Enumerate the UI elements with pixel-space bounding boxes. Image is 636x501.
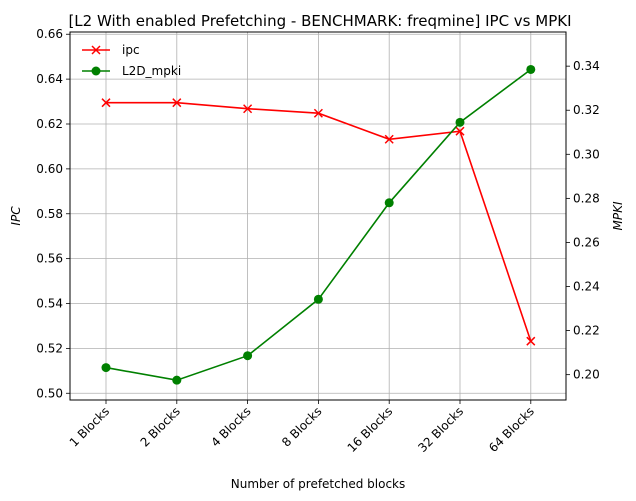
y-right-tick-label: 0.22 bbox=[573, 324, 600, 338]
legend-ipc-marker bbox=[91, 45, 101, 55]
legend-mpki-label: L2D_mpki bbox=[122, 64, 181, 78]
y-left-tick-label: 0.54 bbox=[36, 297, 63, 311]
y-left-tick-label: 0.60 bbox=[36, 162, 63, 176]
data-point-l2d-mpki bbox=[526, 64, 536, 74]
y-left-tick-label: 0.50 bbox=[36, 386, 63, 400]
data-point-ipc bbox=[313, 108, 323, 118]
y-axis-right-label: MPKI bbox=[611, 201, 625, 230]
data-point-ipc bbox=[172, 98, 182, 108]
y-left-tick-label: 0.58 bbox=[36, 207, 63, 221]
legend-mpki-marker bbox=[91, 66, 101, 76]
y-left-tick-label: 0.66 bbox=[36, 27, 63, 41]
y-left-tick-label: 0.52 bbox=[36, 341, 63, 355]
data-point-ipc bbox=[243, 104, 253, 114]
data-point-ipc bbox=[384, 134, 394, 144]
data-point-l2d-mpki bbox=[313, 294, 323, 304]
chart-title: [L2 With enabled Prefetching - BENCHMARK… bbox=[68, 12, 571, 30]
legend-ipc-label: ipc bbox=[122, 43, 140, 57]
data-point-l2d-mpki bbox=[455, 117, 465, 127]
y-left-tick-label: 0.64 bbox=[36, 72, 63, 86]
y-left-tick-label: 0.62 bbox=[36, 117, 63, 131]
y-axis-left-label: IPC bbox=[9, 206, 23, 226]
data-point-ipc bbox=[455, 126, 465, 136]
data-point-ipc bbox=[101, 98, 111, 108]
y-right-tick-label: 0.26 bbox=[573, 235, 600, 249]
y-right-tick-label: 0.30 bbox=[573, 147, 600, 161]
y-right-tick-label: 0.20 bbox=[573, 368, 600, 382]
data-point-l2d-mpki bbox=[384, 198, 394, 208]
y-left-tick-label: 0.56 bbox=[36, 252, 63, 266]
y-right-tick-label: 0.28 bbox=[573, 191, 600, 205]
x-axis-label: Number of prefetched blocks bbox=[231, 477, 406, 491]
y-right-tick-label: 0.32 bbox=[573, 103, 600, 117]
data-point-l2d-mpki bbox=[101, 363, 111, 373]
y-right-tick-label: 0.24 bbox=[573, 280, 600, 294]
series-layer bbox=[101, 64, 536, 385]
data-point-ipc bbox=[526, 336, 536, 346]
legend: ipc L2D_mpki bbox=[82, 43, 181, 78]
data-point-l2d-mpki bbox=[243, 351, 253, 361]
y-right-tick-label: 0.34 bbox=[573, 59, 600, 73]
data-point-l2d-mpki bbox=[172, 375, 182, 385]
